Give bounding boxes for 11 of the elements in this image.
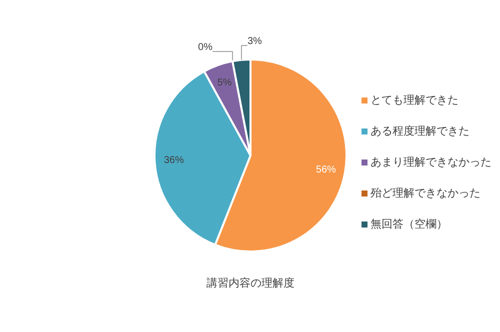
legend-label: 殆ど理解できなかった	[370, 188, 480, 200]
legend-label: とても理解できた	[370, 94, 458, 106]
legend-label: ある程度理解できた	[370, 124, 470, 138]
data-label: 56%	[316, 164, 336, 176]
text: 0%	[198, 42, 213, 53]
legend-label: 無回答（空欄）	[370, 218, 448, 230]
data-label: 5%	[217, 78, 232, 89]
text: 講習内容の理解度	[206, 276, 294, 290]
legend-label: あまり理解できなかった	[370, 156, 492, 168]
data-label: 3%	[247, 36, 262, 47]
data-label: 36%	[164, 154, 184, 166]
